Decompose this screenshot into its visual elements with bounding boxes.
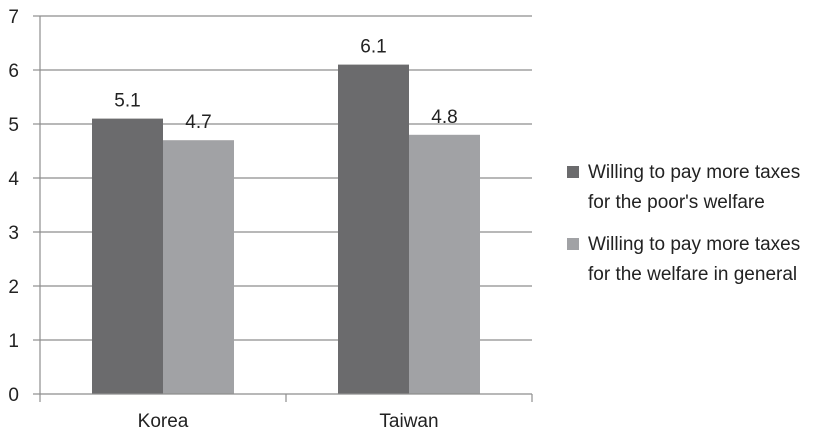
x-axis-categories: Korea Taiwan xyxy=(138,411,439,432)
y-tick-label: 5 xyxy=(8,115,19,136)
bar xyxy=(163,140,234,394)
y-axis-ticks: 0 1 2 3 4 5 6 7 xyxy=(8,7,40,406)
x-category-label: Taiwan xyxy=(379,411,438,432)
legend-entry: Willing to pay more taxes for the poor's … xyxy=(567,162,800,213)
data-label: 4.8 xyxy=(431,107,457,128)
data-label: 4.7 xyxy=(185,112,211,133)
data-label: 5.1 xyxy=(114,91,140,112)
y-tick-label: 6 xyxy=(8,61,19,82)
axes xyxy=(39,16,533,402)
data-label: 6.1 xyxy=(360,37,386,58)
legend: Willing to pay more taxes for the poor's … xyxy=(567,162,800,285)
legend-label: for the poor's welfare xyxy=(588,192,765,213)
y-tick-label: 1 xyxy=(8,331,19,352)
legend-label: Willing to pay more taxes xyxy=(588,162,800,183)
y-tick-label: 4 xyxy=(8,169,19,190)
y-tick-label: 0 xyxy=(8,385,19,406)
bar xyxy=(409,134,480,395)
legend-label: for the welfare in general xyxy=(588,264,797,285)
legend-swatch xyxy=(567,238,579,250)
data-labels: 5.1 4.7 6.1 4.8 xyxy=(114,37,457,134)
x-category-label: Korea xyxy=(138,411,189,432)
bar xyxy=(338,64,409,394)
y-tick-label: 2 xyxy=(8,277,19,298)
legend-entry: Willing to pay more taxes for the welfare… xyxy=(567,234,800,285)
y-tick-label: 3 xyxy=(8,223,19,244)
bar xyxy=(92,118,163,394)
legend-label: Willing to pay more taxes xyxy=(588,234,800,255)
y-tick-label: 7 xyxy=(8,7,19,28)
bars xyxy=(92,64,480,395)
legend-swatch xyxy=(567,166,579,178)
